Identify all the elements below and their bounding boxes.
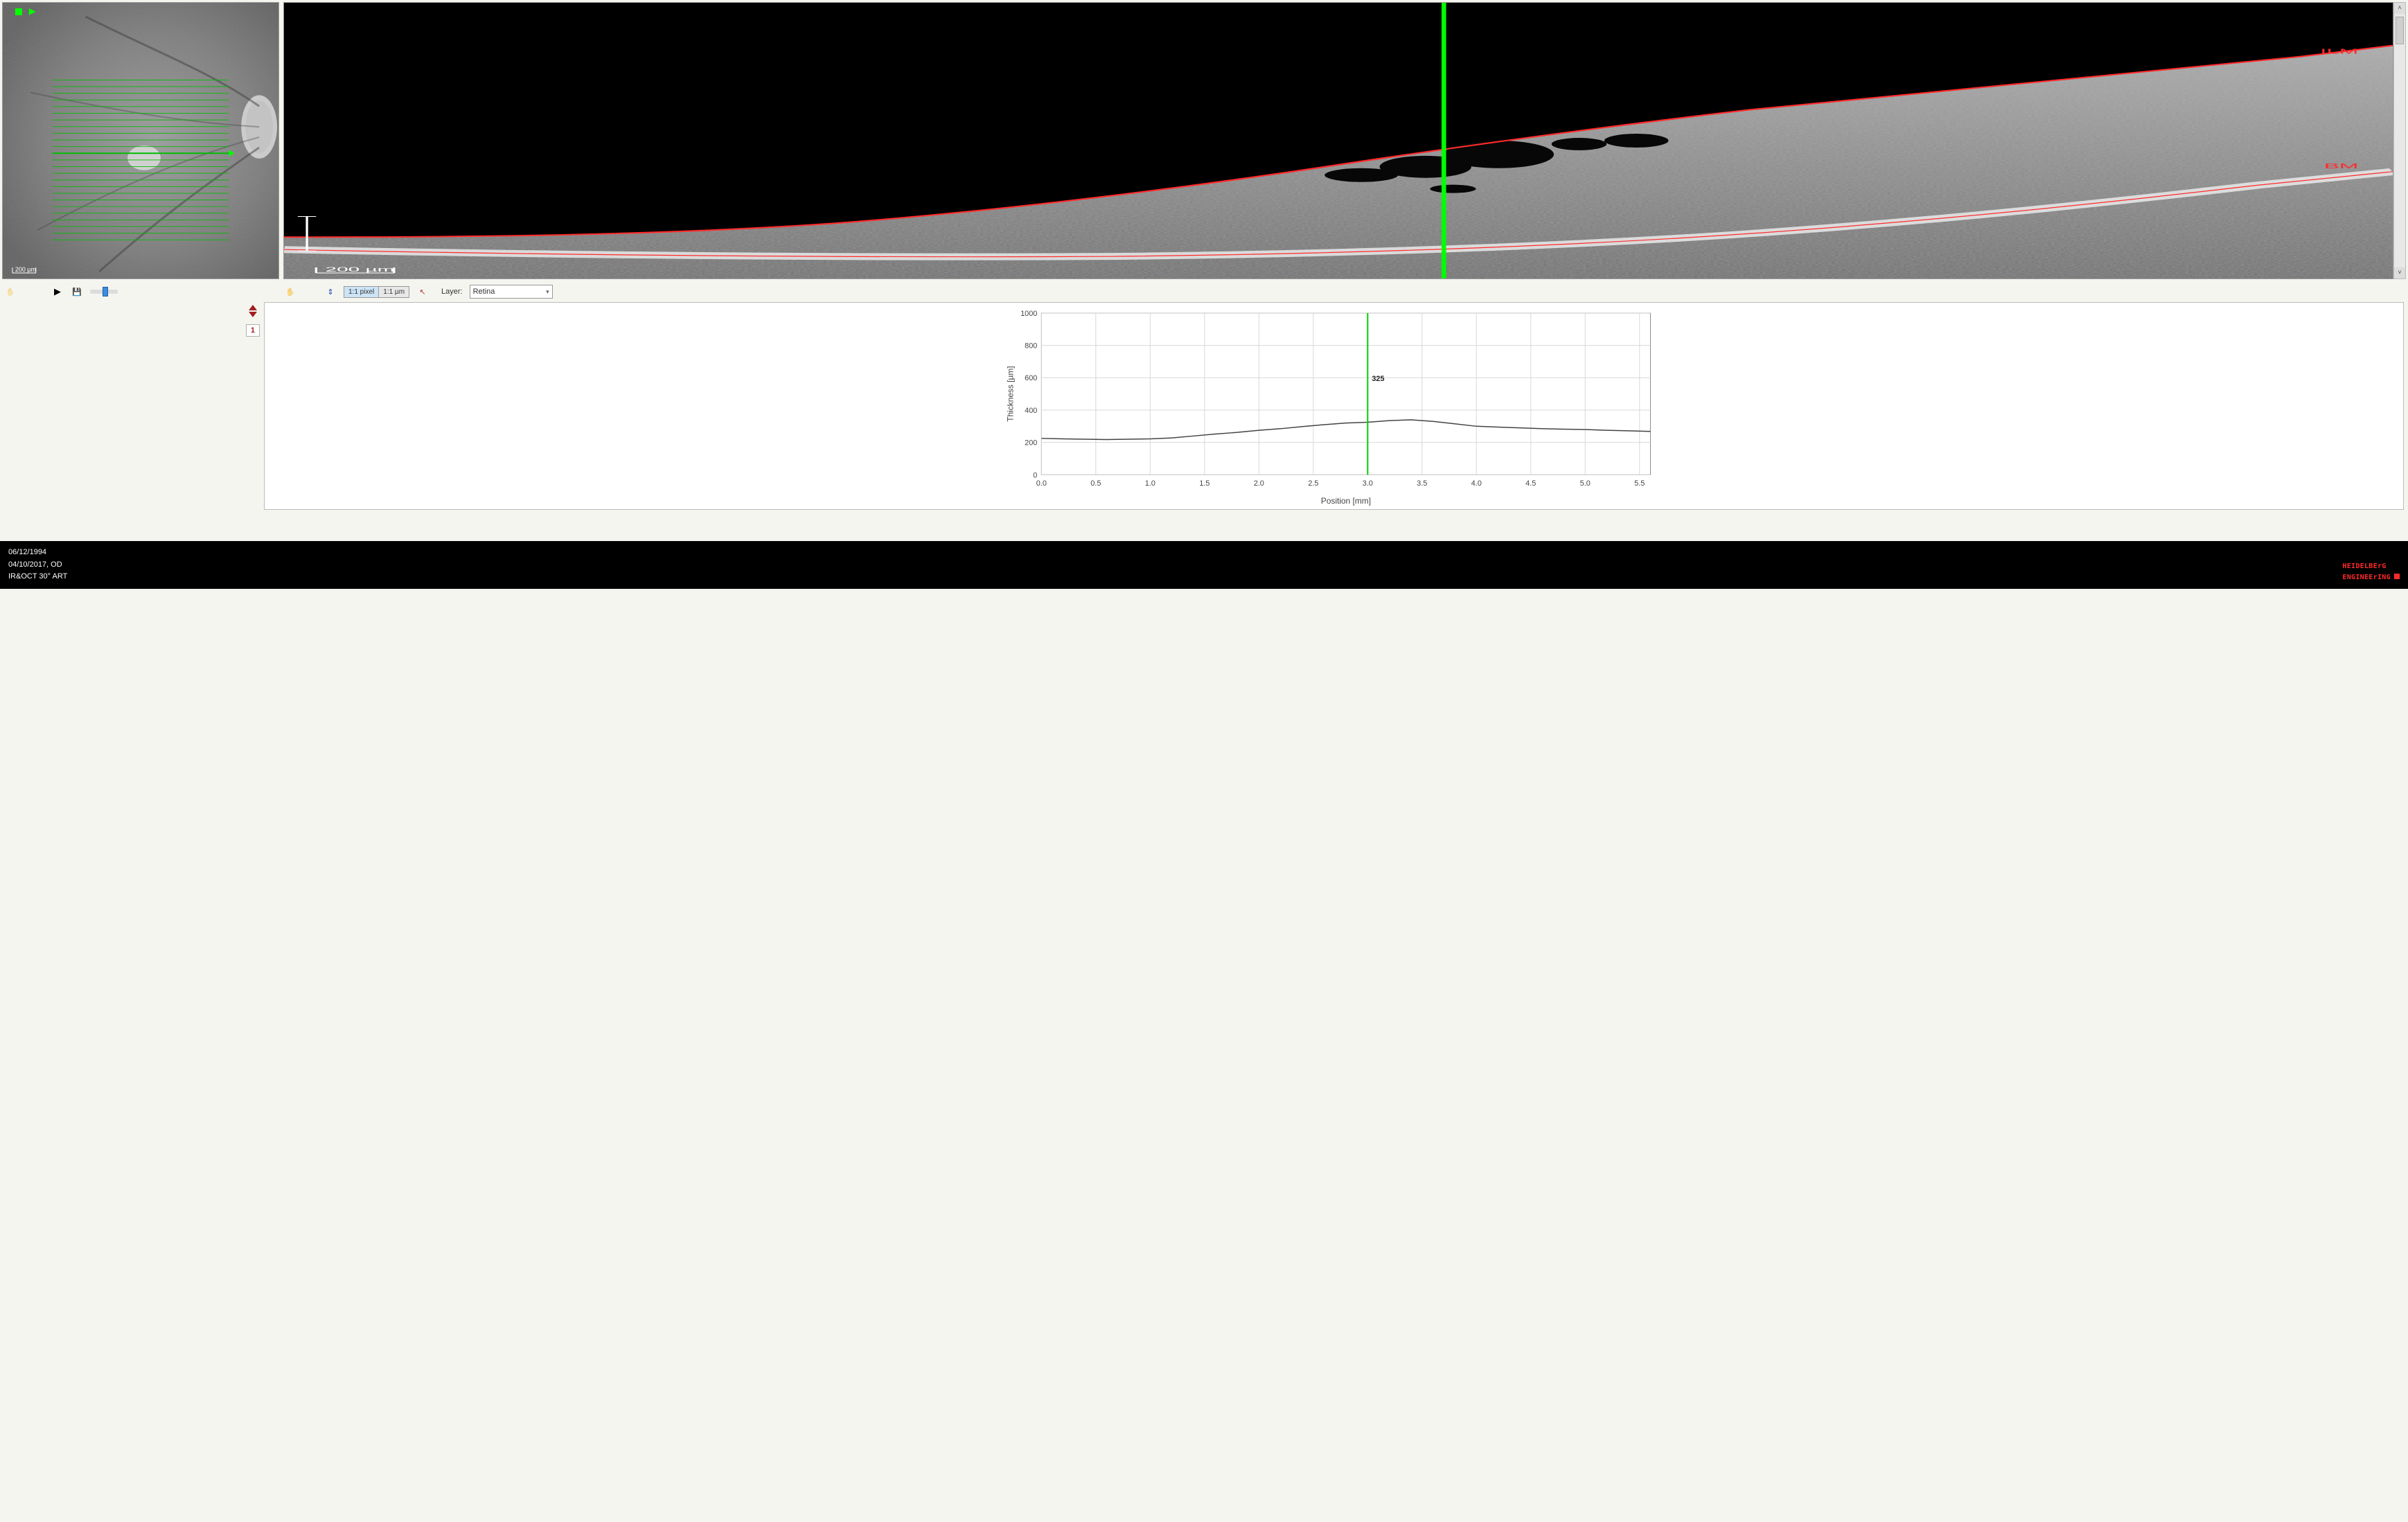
measure-icon[interactable]: ↖: [416, 285, 429, 298]
pan-hand-icon[interactable]: ✋: [4, 285, 17, 298]
svg-text:2.0: 2.0: [1254, 479, 1264, 488]
svg-text:0.0: 0.0: [1036, 479, 1047, 488]
svg-text:4.0: 4.0: [1471, 479, 1482, 488]
oct-wrapper: ILM BM 200 µm ˄ ˅: [283, 2, 2406, 279]
chart-side-controls: 1: [4, 302, 264, 510]
svg-text:600: 600: [1025, 374, 1037, 382]
chart-row: 1 0 200 400 600 800 1000 0.0 0.5 1.0 1.5 2.0 2.5 3.0…: [0, 302, 2408, 514]
scroll-thumb[interactable]: [2396, 17, 2404, 44]
toolbar-row: ✋ ▶ 💾 ✋ ⇕ 1:1 pixel 1:1 µm ↖ Layer: Reti…: [0, 281, 2408, 302]
fundus-scale-label: 200 µm: [15, 266, 36, 273]
footer-line-protocol: IR&OCT 30° ART: [8, 571, 2400, 583]
scan-next-button[interactable]: [249, 312, 257, 317]
zoom-mode-group: 1:1 pixel 1:1 µm: [344, 286, 409, 298]
svg-text:0: 0: [1033, 471, 1037, 479]
scroll-down-arrow[interactable]: ˅: [2394, 267, 2405, 278]
scan-prev-button[interactable]: [249, 305, 257, 310]
oct-svg: ILM BM 200 µm: [284, 3, 2393, 278]
svg-text:2.5: 2.5: [1308, 479, 1318, 488]
svg-text:0.5: 0.5: [1090, 479, 1101, 488]
oct-toolbar: ✋ ⇕ 1:1 pixel 1:1 µm ↖ Layer: Retina ▾: [284, 285, 2404, 299]
scroll-up-arrow[interactable]: ˄: [2394, 3, 2405, 14]
oct-scrollbar[interactable]: ˄ ˅: [2393, 2, 2406, 279]
layer-select-value: Retina: [473, 287, 495, 296]
save-icon[interactable]: 💾: [71, 285, 83, 298]
image-row: 200 µm: [0, 0, 2408, 281]
svg-text:Position [mm]: Position [mm]: [1321, 496, 1371, 506]
zoom-1-1-micron-button[interactable]: 1:1 µm: [379, 287, 409, 297]
footer-line-dob: 06/12/1994: [8, 547, 2400, 559]
svg-text:400: 400: [1025, 407, 1037, 415]
fundus-panel[interactable]: 200 µm: [2, 2, 279, 279]
svg-text:800: 800: [1025, 342, 1037, 351]
footer-line-exam: 04/10/2017, OD: [8, 559, 2400, 572]
bm-label: BM: [2324, 162, 2359, 170]
slider-thumb[interactable]: [103, 287, 108, 297]
zoom-1-1-pixel-button[interactable]: 1:1 pixel: [344, 287, 379, 297]
svg-text:1000: 1000: [1020, 310, 1037, 318]
svg-text:5.0: 5.0: [1580, 479, 1591, 488]
svg-text:3.0: 3.0: [1363, 479, 1373, 488]
svg-text:1.0: 1.0: [1145, 479, 1156, 488]
fundus-toolbar: ✋ ▶ 💾: [4, 285, 281, 298]
fundus-scale-bar: 200 µm: [12, 266, 36, 273]
chart-svg: 0 200 400 600 800 1000 0.0 0.5 1.0 1.5 2.0 2.5 3.0 3.…: [265, 303, 2403, 509]
svg-text:325: 325: [1372, 375, 1384, 383]
footer: 06/12/1994 04/10/2017, OD IR&OCT 30° ART…: [0, 541, 2408, 589]
scan-number-box[interactable]: 1: [246, 324, 260, 337]
oct-panel[interactable]: ILM BM 200 µm: [283, 2, 2393, 279]
ilm-label: ILM: [2320, 48, 2358, 55]
fundus-svg: 200 µm: [3, 3, 278, 278]
svg-text:3.5: 3.5: [1417, 479, 1427, 488]
brightness-slider[interactable]: [90, 290, 118, 294]
svg-text:5.5: 5.5: [1634, 479, 1645, 488]
play-icon[interactable]: ▶: [51, 285, 64, 298]
layer-select[interactable]: Retina ▾: [470, 285, 553, 299]
oct-scale-label: 200 µm: [326, 266, 395, 273]
fit-height-icon[interactable]: ⇕: [324, 285, 337, 298]
svg-text:200: 200: [1025, 439, 1037, 448]
thickness-chart[interactable]: 0 200 400 600 800 1000 0.0 0.5 1.0 1.5 2.0 2.5 3.0 3.…: [264, 302, 2404, 510]
svg-text:4.5: 4.5: [1525, 479, 1536, 488]
svg-text:1.5: 1.5: [1199, 479, 1210, 488]
app-root: 200 µm: [0, 0, 2408, 589]
brand-logo: HEIDELBErG ENGINEErING: [2342, 561, 2400, 583]
pan-hand-icon[interactable]: ✋: [284, 285, 296, 298]
layer-label: Layer:: [441, 287, 463, 296]
svg-text:Thickness [µm]: Thickness [µm]: [1006, 366, 1016, 421]
chevron-down-icon: ▾: [546, 288, 549, 296]
